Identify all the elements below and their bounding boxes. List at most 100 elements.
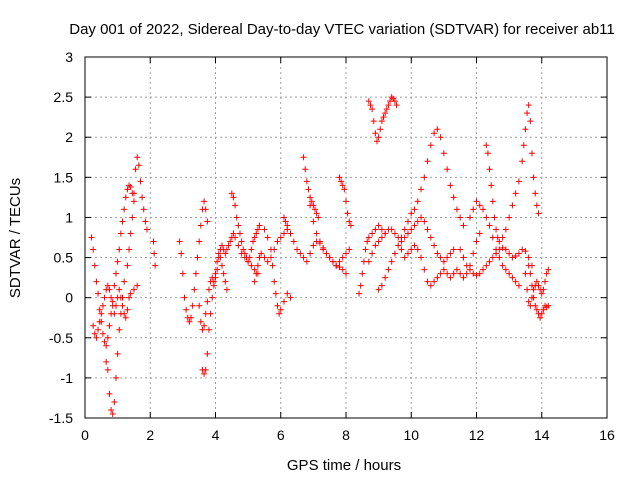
data-point xyxy=(437,134,444,141)
data-point xyxy=(228,190,235,197)
data-point xyxy=(223,286,230,293)
data-point xyxy=(274,302,281,309)
data-point xyxy=(194,254,201,261)
data-point xyxy=(532,302,539,309)
data-point xyxy=(532,190,539,197)
data-point xyxy=(377,126,384,133)
data-point xyxy=(486,166,493,173)
x-tick-label: 14 xyxy=(534,427,550,443)
data-point xyxy=(111,398,118,405)
data-point xyxy=(253,270,260,277)
data-point xyxy=(112,270,119,277)
data-point xyxy=(225,242,232,249)
data-point xyxy=(427,142,434,149)
data-point xyxy=(524,110,531,117)
data-point xyxy=(453,266,460,273)
data-point xyxy=(219,242,226,249)
data-point xyxy=(116,286,123,293)
data-point xyxy=(232,202,239,209)
data-point xyxy=(204,298,211,305)
data-point xyxy=(484,150,491,157)
data-point xyxy=(460,222,467,229)
data-point xyxy=(480,266,487,273)
data-point xyxy=(506,214,513,221)
data-point xyxy=(509,274,516,281)
data-point xyxy=(522,248,529,255)
series-arc-h xyxy=(228,190,263,265)
data-point xyxy=(313,230,320,237)
data-point xyxy=(277,306,284,313)
data-point xyxy=(380,114,387,121)
y-axis-label: SDTVAR / TECUs xyxy=(7,178,24,298)
data-point xyxy=(267,246,274,253)
data-point xyxy=(281,214,288,221)
data-point xyxy=(385,102,392,109)
data-point xyxy=(369,250,376,257)
data-point xyxy=(132,166,139,173)
data-point xyxy=(369,230,376,237)
data-point xyxy=(542,278,549,285)
data-point xyxy=(522,126,529,133)
data-point xyxy=(401,226,408,233)
data-point xyxy=(222,278,229,285)
data-point xyxy=(411,222,418,229)
y-tick-label: 2.5 xyxy=(54,89,74,105)
data-point xyxy=(302,166,309,173)
data-point xyxy=(101,338,108,345)
data-point xyxy=(93,278,100,285)
data-point xyxy=(261,226,268,233)
data-point xyxy=(261,254,268,261)
data-point xyxy=(502,226,509,233)
data-point xyxy=(272,290,279,297)
data-point xyxy=(421,174,428,181)
data-point xyxy=(108,294,115,301)
data-point xyxy=(290,238,297,245)
data-point xyxy=(152,262,159,269)
data-point xyxy=(315,214,322,221)
data-point xyxy=(470,206,477,213)
data-point xyxy=(287,294,294,301)
data-point xyxy=(372,130,379,137)
data-point xyxy=(424,158,431,165)
data-point xyxy=(483,262,490,269)
data-point xyxy=(122,314,129,321)
data-point xyxy=(127,290,134,297)
data-point xyxy=(271,278,278,285)
data-point xyxy=(489,198,496,205)
data-point xyxy=(122,194,129,201)
data-point xyxy=(537,314,544,321)
data-point xyxy=(98,310,105,317)
data-point xyxy=(329,258,336,265)
data-point xyxy=(346,218,353,225)
data-point xyxy=(333,262,340,269)
data-point xyxy=(367,102,374,109)
data-point xyxy=(506,270,513,277)
data-point xyxy=(418,186,425,193)
data-point xyxy=(103,342,110,349)
data-point xyxy=(375,222,382,229)
x-axis-label: GPS time / hours xyxy=(287,457,401,474)
series-arc-t xyxy=(457,244,535,279)
data-point xyxy=(183,306,190,313)
series-arc-w xyxy=(519,102,542,217)
data-point xyxy=(463,270,470,277)
data-point xyxy=(240,246,247,253)
data-point xyxy=(483,214,490,221)
data-point xyxy=(398,246,405,253)
data-point xyxy=(343,198,349,205)
data-point xyxy=(512,278,519,285)
series-arc-l xyxy=(300,154,322,221)
data-point xyxy=(515,282,522,289)
data-point xyxy=(189,302,196,309)
data-point xyxy=(370,118,377,125)
data-point xyxy=(496,238,503,245)
data-point xyxy=(104,282,111,289)
data-point xyxy=(143,226,150,233)
data-point xyxy=(530,294,537,301)
data-point xyxy=(284,290,291,297)
data-point xyxy=(188,314,195,321)
data-point xyxy=(323,250,330,257)
data-point xyxy=(124,262,131,269)
series-arc-p xyxy=(365,94,400,145)
data-point xyxy=(391,250,398,257)
